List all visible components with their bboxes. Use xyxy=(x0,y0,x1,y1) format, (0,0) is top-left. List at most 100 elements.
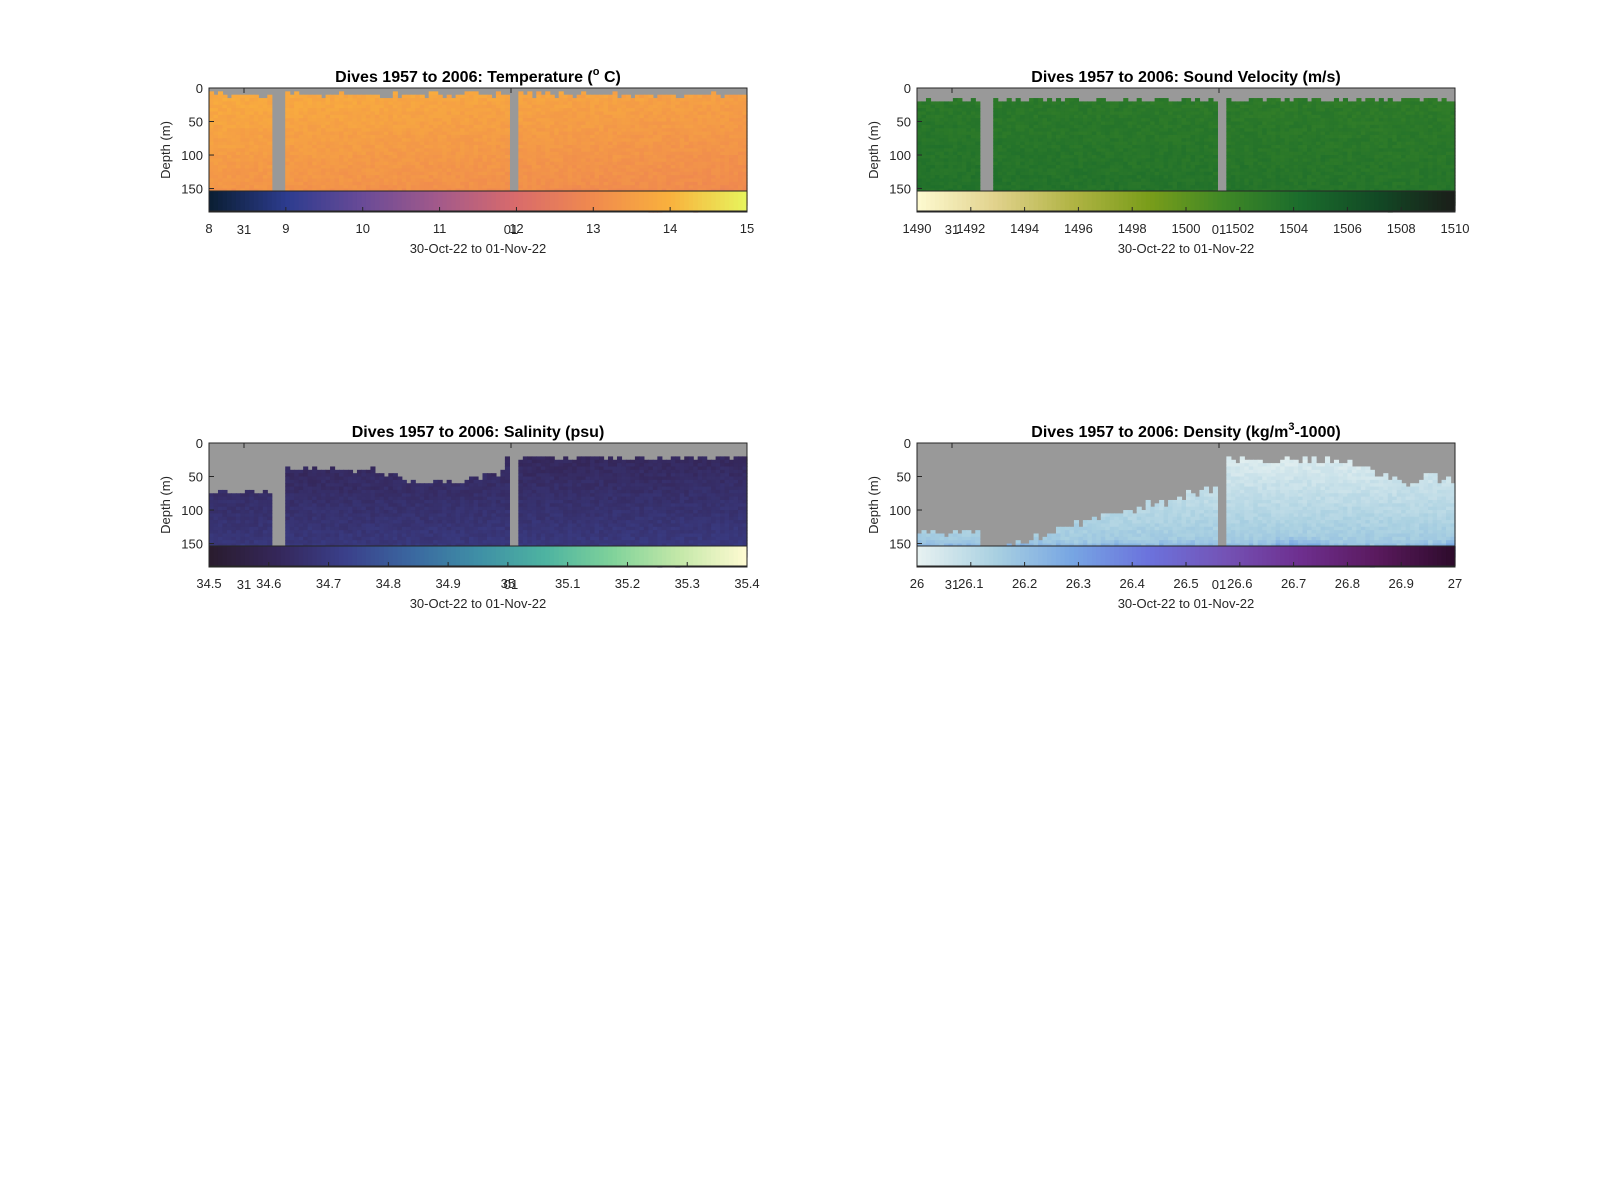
heatmap-cell xyxy=(213,131,219,136)
heatmap-cell xyxy=(262,131,268,136)
heatmap-cell xyxy=(630,144,636,149)
heatmap-cell xyxy=(455,155,461,159)
heatmap-cell xyxy=(643,94,649,99)
heatmap-cell xyxy=(437,165,443,170)
heatmap-cell xyxy=(316,141,322,146)
heatmap-cell xyxy=(1006,98,1012,102)
heatmap-cell xyxy=(679,175,685,180)
heatmap-cell xyxy=(240,104,246,109)
heatmap-cell xyxy=(370,118,376,123)
heatmap-cell xyxy=(540,101,546,106)
heatmap-cell xyxy=(715,141,721,146)
heatmap-cell xyxy=(585,185,591,190)
heatmap-cell xyxy=(572,151,578,156)
heatmap-cell xyxy=(675,111,681,116)
heatmap-cell xyxy=(724,165,730,170)
heatmap-cell xyxy=(500,181,506,186)
heatmap-cell xyxy=(235,101,241,106)
heatmap-cell xyxy=(702,161,708,166)
heatmap-cell xyxy=(527,171,533,176)
heatmap-cell xyxy=(688,168,694,173)
heatmap-cell xyxy=(952,124,958,129)
heatmap-cell xyxy=(500,148,506,153)
colorbar-segment xyxy=(235,191,241,211)
heatmap-cell xyxy=(997,171,1003,176)
heatmap-cell xyxy=(356,121,363,126)
heatmap-cell xyxy=(374,128,380,133)
heatmap-cell xyxy=(330,121,336,126)
heatmap-cell xyxy=(630,121,636,126)
heatmap-cell xyxy=(415,155,421,159)
heatmap-cell xyxy=(679,114,685,119)
heatmap-cell xyxy=(316,111,322,116)
heatmap-cell xyxy=(222,108,228,113)
heatmap-cell xyxy=(213,114,219,119)
heatmap-cell xyxy=(545,121,551,126)
heatmap-cell xyxy=(491,124,497,129)
heatmap-cell xyxy=(298,185,304,190)
heatmap-cell xyxy=(724,111,730,116)
heatmap-cell xyxy=(424,118,430,123)
heatmap-cell xyxy=(451,124,457,129)
heatmap-cell xyxy=(217,155,224,159)
heatmap-cell xyxy=(473,91,479,96)
heatmap-cell xyxy=(460,168,466,173)
heatmap-cell xyxy=(307,148,313,153)
heatmap-cell xyxy=(379,118,385,123)
heatmap-cell xyxy=(347,128,354,133)
heatmap-cell xyxy=(666,131,672,136)
heatmap-cell xyxy=(356,158,363,163)
heatmap-cell xyxy=(706,151,712,156)
heatmap-cell xyxy=(715,114,721,119)
heatmap-cell xyxy=(657,134,663,139)
heatmap-cell xyxy=(702,114,708,119)
heatmap-cell xyxy=(657,108,663,113)
heatmap-cell xyxy=(226,128,233,133)
heatmap-cell xyxy=(616,128,623,133)
heatmap-cell xyxy=(572,158,578,163)
heatmap-cell xyxy=(285,141,291,146)
heatmap-cell xyxy=(495,155,502,159)
heatmap-cell xyxy=(258,168,264,173)
heatmap-cell xyxy=(729,118,735,123)
heatmap-cell xyxy=(424,108,430,113)
heatmap-cell xyxy=(383,118,389,123)
heatmap-cell xyxy=(401,98,407,102)
heatmap-cell xyxy=(504,141,510,146)
heatmap-cell xyxy=(581,178,587,183)
heatmap-cell xyxy=(621,98,627,102)
heatmap-cell xyxy=(590,151,596,156)
heatmap-cell xyxy=(383,141,389,146)
heatmap-cell xyxy=(410,144,416,149)
heatmap-cell xyxy=(379,114,385,119)
heatmap-cell xyxy=(576,165,582,170)
heatmap-cell xyxy=(1024,124,1030,129)
heatmap-cell xyxy=(222,144,228,149)
heatmap-cell xyxy=(693,151,699,156)
colorbar-segment xyxy=(724,191,730,211)
heatmap-cell xyxy=(285,128,291,133)
heatmap-cell xyxy=(531,144,537,149)
heatmap-cell xyxy=(639,101,645,106)
heatmap-cell xyxy=(213,124,219,129)
heatmap-cell xyxy=(558,101,564,106)
heatmap-cell xyxy=(608,165,614,170)
heatmap-cell xyxy=(729,94,735,99)
heatmap-cell xyxy=(352,101,358,106)
heatmap-cell xyxy=(352,114,358,119)
heatmap-cell xyxy=(303,171,309,176)
heatmap-cell xyxy=(711,178,717,183)
heatmap-cell xyxy=(374,178,380,183)
heatmap-cell xyxy=(289,168,295,173)
heatmap-cell xyxy=(563,98,569,102)
heatmap-cell xyxy=(554,175,560,180)
heatmap-cell xyxy=(222,94,228,99)
heatmap-cell xyxy=(639,165,645,170)
heatmap-cell xyxy=(590,165,596,170)
heatmap-cell xyxy=(352,151,358,156)
heatmap-cell xyxy=(657,168,663,173)
heatmap-cell xyxy=(361,124,367,129)
heatmap-cell xyxy=(495,108,502,113)
colorbar-segment xyxy=(244,191,250,211)
heatmap-cell xyxy=(567,168,573,173)
